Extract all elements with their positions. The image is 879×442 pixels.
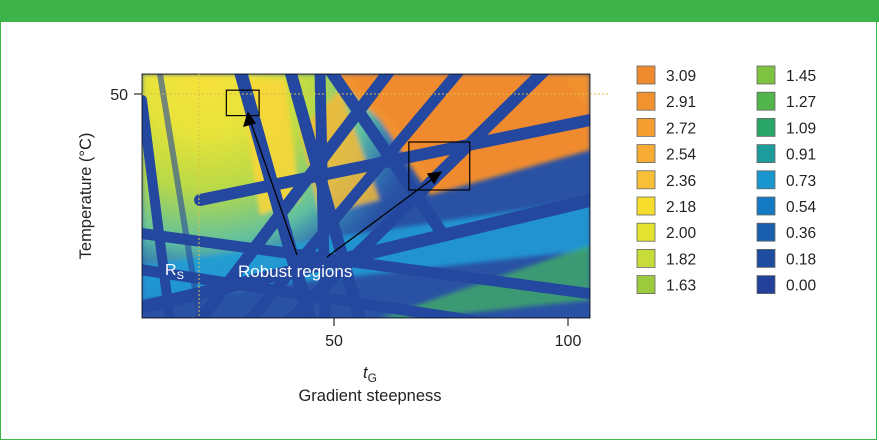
legend-label: 2.00 bbox=[666, 225, 697, 242]
legend-swatch bbox=[636, 222, 656, 242]
robust-region-boxes bbox=[225, 89, 471, 191]
legend-label: 2.72 bbox=[666, 120, 696, 137]
trough-line bbox=[142, 95, 175, 318]
legend-swatch bbox=[756, 170, 776, 190]
legend-swatch bbox=[636, 118, 656, 137]
trough-line bbox=[194, 74, 395, 318]
trough-line bbox=[142, 264, 493, 318]
x-axis-title: Gradient steepness bbox=[298, 387, 441, 405]
legend-label: 2.91 bbox=[666, 94, 696, 111]
y-tick-label: 50 bbox=[110, 87, 128, 104]
legend-label: 0.91 bbox=[786, 147, 816, 164]
trough-line bbox=[142, 228, 590, 300]
x-axis-symbol: tG bbox=[363, 364, 377, 385]
legend-label: 1.63 bbox=[666, 278, 696, 295]
legend-swatch bbox=[636, 144, 656, 164]
legend-swatch bbox=[756, 275, 776, 295]
legend-swatch bbox=[636, 196, 656, 216]
annotation-arrows bbox=[243, 111, 443, 258]
y-axis-title: Temperature (°C) bbox=[77, 133, 95, 260]
legend-swatch bbox=[636, 91, 656, 111]
legend-label: 1.27 bbox=[786, 94, 816, 111]
legend-swatch bbox=[756, 91, 776, 111]
legend-label: 2.18 bbox=[666, 199, 696, 216]
legend-swatch bbox=[756, 65, 776, 85]
legend: 3.09 2.91 2.72 2.54 2.36 2.18 2.00 1.82 1.63 1.45… bbox=[636, 65, 817, 295]
legend-swatch bbox=[756, 196, 776, 216]
annotation-arrow-2 bbox=[326, 176, 436, 258]
legend-label: 0.18 bbox=[786, 251, 816, 268]
trough-line bbox=[234, 74, 317, 318]
heatmap-trough-lines bbox=[142, 74, 590, 318]
trough-line bbox=[284, 74, 550, 318]
annotation-arrowhead-2 bbox=[426, 171, 443, 185]
legend-swatch bbox=[756, 248, 776, 268]
legend-label: 2.36 bbox=[666, 173, 696, 190]
x-tick-label: 100 bbox=[555, 333, 582, 350]
legend-swatch bbox=[636, 170, 656, 190]
legend-label: 2.54 bbox=[666, 147, 697, 164]
plot-border bbox=[141, 73, 591, 319]
legend-label: 1.45 bbox=[786, 68, 816, 85]
trough-line bbox=[244, 74, 464, 318]
heatmap bbox=[142, 74, 590, 318]
x-axis-ticks: 50 100 bbox=[325, 318, 581, 350]
legend-label: 0.00 bbox=[786, 278, 817, 295]
heatmap-orange-core bbox=[350, 74, 590, 190]
annotation-arrow-1 bbox=[249, 119, 298, 256]
legend-label: 0.54 bbox=[786, 199, 817, 216]
trough-line bbox=[325, 74, 446, 236]
legend-label: 3.09 bbox=[666, 68, 696, 85]
legend-swatch bbox=[636, 275, 656, 295]
legend-label: 0.73 bbox=[786, 173, 816, 190]
legend-label: 0.36 bbox=[786, 225, 816, 242]
legend-label: 1.82 bbox=[666, 251, 696, 268]
legend-swatch bbox=[756, 118, 776, 137]
legend-swatch bbox=[756, 222, 776, 242]
robust-region-box bbox=[225, 89, 260, 117]
y-axis-ticks: 50 bbox=[110, 87, 142, 104]
robust-region-box bbox=[408, 141, 471, 191]
legend-swatch bbox=[636, 65, 656, 85]
trough-line bbox=[157, 74, 203, 318]
header-bar bbox=[0, 0, 879, 22]
legend-swatch bbox=[756, 144, 776, 164]
annotation-text: Robust regions bbox=[238, 262, 352, 281]
legend-swatch bbox=[636, 248, 656, 268]
x-tick-label: 50 bbox=[325, 333, 343, 350]
annotation-arrowhead-1 bbox=[243, 111, 257, 127]
legend-label: 1.09 bbox=[786, 120, 816, 137]
rs-label: RS bbox=[165, 262, 184, 282]
